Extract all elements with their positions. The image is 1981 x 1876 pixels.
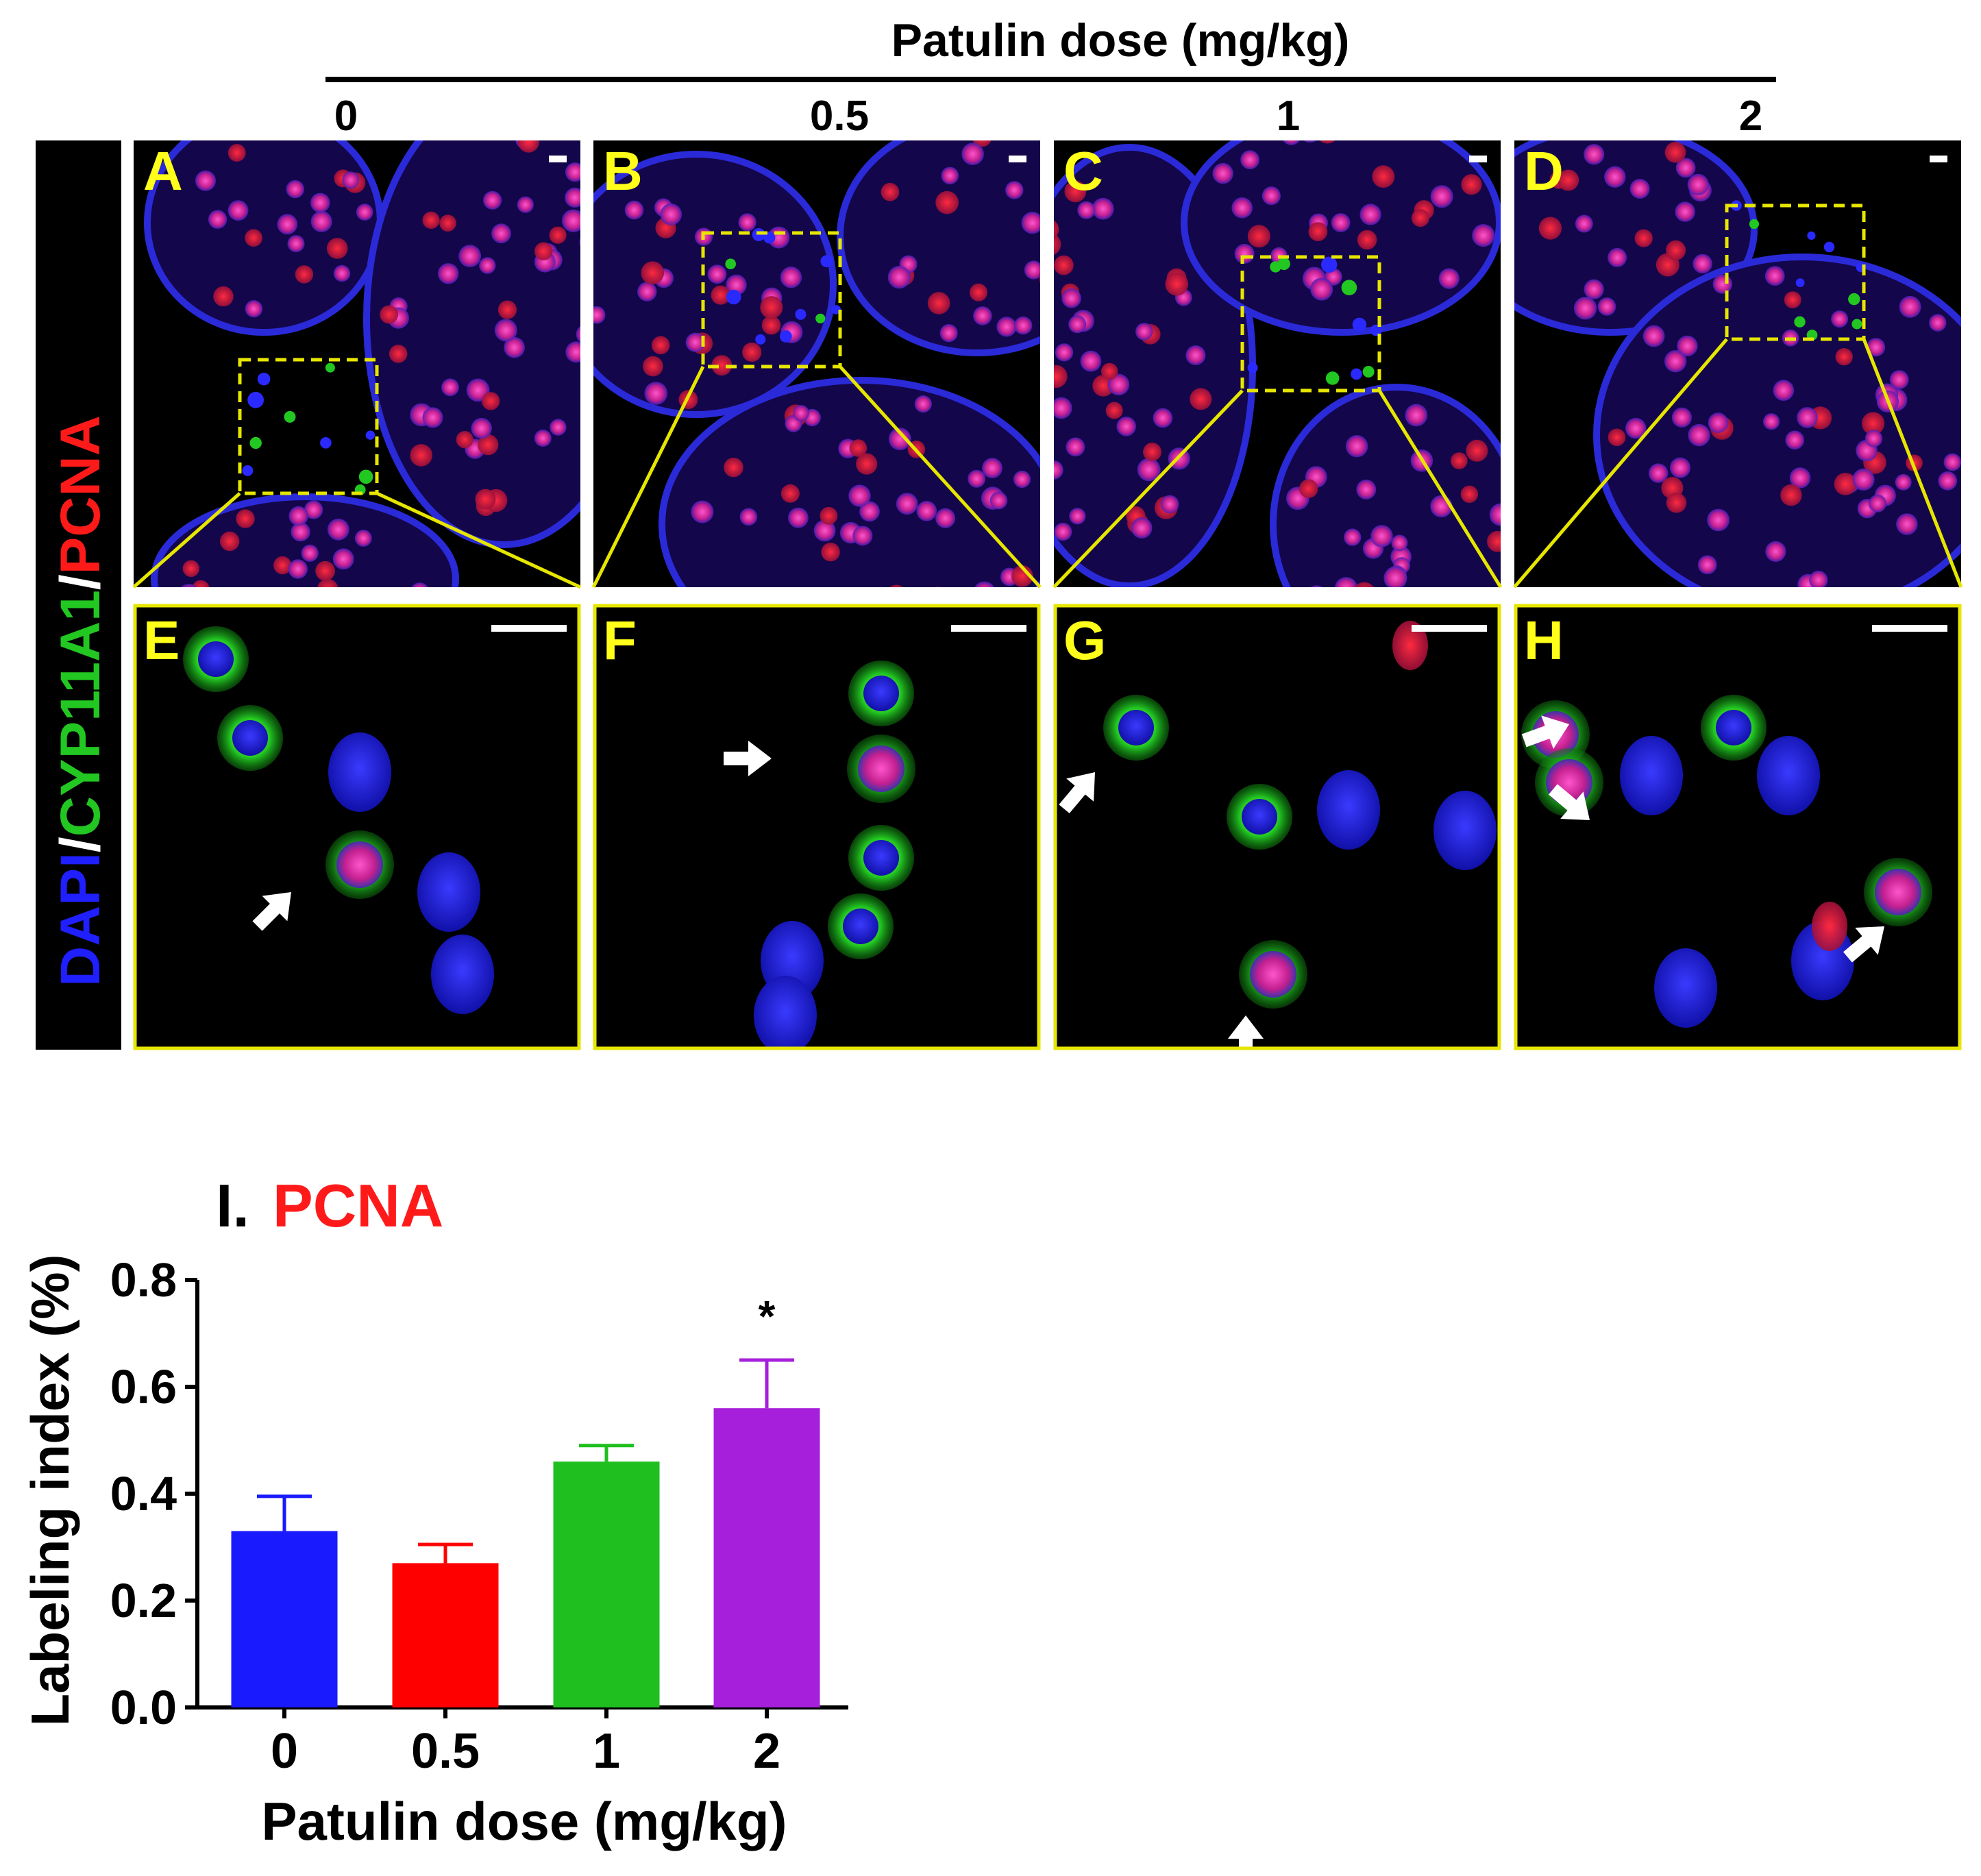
zoom-panel-frame [1053, 604, 1501, 1050]
stain-label-dapi: DAPI [49, 852, 112, 987]
arrow-icon [1059, 772, 1095, 814]
micrograph-layer: A B C D E F G H [132, 140, 1963, 1050]
scale-bar [1469, 156, 1487, 162]
arrow-icon [1548, 784, 1590, 820]
stain-label-slash-1: / [49, 837, 112, 852]
zoom-connector-left [1513, 338, 1728, 589]
bar-0.5 [392, 1563, 499, 1707]
panel-letter-B: B [603, 140, 643, 201]
zoom-panel-frame [593, 604, 1041, 1050]
scale-bar [1009, 156, 1026, 162]
bar-2 [713, 1408, 820, 1707]
stain-label-bar [36, 140, 121, 1050]
panel-letter-F: F [603, 610, 637, 671]
zoom-connector-left [132, 492, 241, 589]
panel-letter-E: E [143, 610, 180, 671]
zoom-connector-right [1862, 338, 1963, 588]
zoom-panel-frame [133, 604, 581, 1050]
chart-title: PCNA [273, 1172, 443, 1239]
chart-bars: * [231, 1292, 820, 1707]
panel-letter-C: C [1063, 140, 1103, 201]
scale-bar [1412, 625, 1487, 632]
y-tick-label: 0.2 [110, 1574, 177, 1627]
scale-bar [549, 156, 567, 162]
dose-label-0: 0 [334, 92, 358, 140]
panel-letter-G: G [1063, 610, 1106, 671]
scale-bar [491, 625, 567, 632]
zoom-connector-right [839, 365, 1042, 589]
y-tick-label: 0.4 [110, 1467, 177, 1520]
panel-letter-D: D [1524, 140, 1564, 201]
arrow-icon [724, 741, 772, 776]
scale-bar [1930, 156, 1947, 162]
zoom-connector-left [591, 365, 705, 589]
arrow-icon [1843, 926, 1884, 963]
scale-bar [951, 625, 1026, 632]
micrograph-top-A: A [132, 140, 582, 589]
zoom-region-box [1725, 203, 1866, 341]
micrograph-zoom-E: E [133, 604, 581, 1050]
micrograph-zoom-F: F [593, 604, 1041, 1050]
chart-panel-letter: I. [216, 1172, 249, 1239]
significance-marker: * [759, 1292, 776, 1341]
micrograph-top-D: D [1513, 140, 1963, 589]
dose-header-title: Patulin dose (mg/kg) [891, 14, 1350, 66]
x-tick-label: 2 [753, 1724, 780, 1779]
arrow-icon [1521, 715, 1569, 750]
arrow-icon [1228, 1015, 1264, 1050]
micrograph-zoom-G: G [1053, 604, 1501, 1050]
x-tick-label: 0 [271, 1724, 298, 1779]
dose-label-2: 2 [1739, 92, 1762, 140]
stain-label-slash-2: / [49, 574, 112, 590]
stain-label: DAPI/CYP11A1/PCNA [49, 415, 112, 987]
y-tick-label: 0.0 [110, 1681, 177, 1734]
bar-1 [553, 1461, 660, 1707]
x-tick-label: 0.5 [411, 1724, 480, 1779]
y-axis-label: Labeling index (%) [20, 1254, 80, 1726]
x-axis-label: Patulin dose (mg/kg) [261, 1791, 787, 1851]
zoom-region-box [1240, 255, 1381, 393]
stain-label-pcna: PCNA [49, 415, 112, 574]
zoom-connector-left [1053, 389, 1244, 589]
zoom-region-box [701, 231, 842, 369]
zoom-region-box [238, 358, 379, 495]
zoom-panel-frame [1514, 604, 1962, 1050]
y-tick-label: 0.6 [110, 1360, 177, 1414]
scale-bar [1872, 625, 1947, 632]
dose-label-1: 1 [1277, 92, 1300, 140]
micrograph-zoom-H: H [1514, 604, 1962, 1050]
zoom-connector-right [1377, 389, 1503, 589]
x-tick-label: 1 [593, 1724, 620, 1779]
arrow-icon [252, 892, 291, 931]
micrograph-top-B: B [591, 140, 1042, 589]
stain-label-cyp11a1: CYP11A1 [49, 590, 112, 837]
bar-0 [231, 1531, 338, 1707]
panel-letter-H: H [1524, 610, 1564, 671]
panel-letter-A: A [143, 140, 183, 201]
micrograph-top-C: C [1053, 140, 1503, 589]
dose-label-0.5: 0.5 [810, 92, 869, 140]
zoom-connector-right [376, 491, 582, 589]
y-tick-label: 0.8 [110, 1253, 177, 1307]
pcna-labeling-chart: I. PCNA Labeling index (%) Patulin dose … [20, 1172, 848, 1851]
